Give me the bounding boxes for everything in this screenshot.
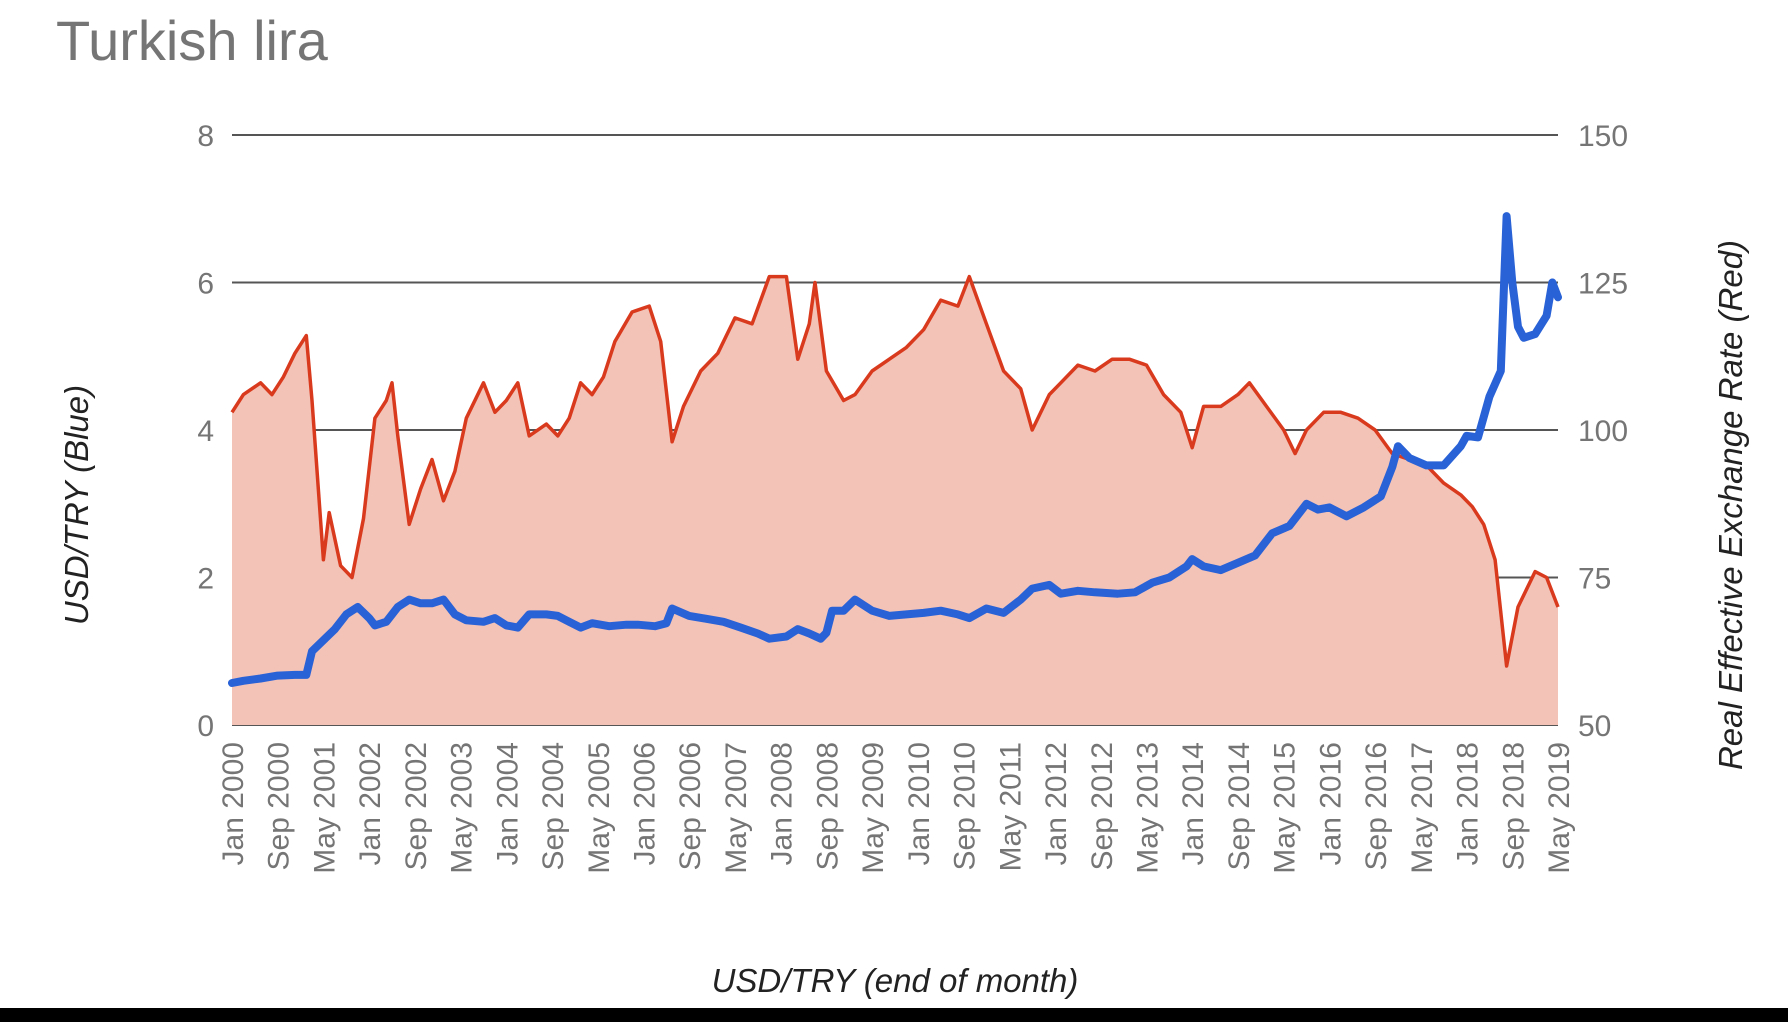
x-tick-label: Jan 2006 (629, 742, 662, 865)
x-tick-label: Sep 2004 (537, 742, 570, 870)
x-tick-label: May 2005 (583, 742, 616, 874)
x-tick-label: Jan 2012 (1040, 742, 1073, 865)
x-tick-label: May 2007 (720, 742, 753, 874)
bottom-border-bar (0, 1008, 1788, 1022)
x-tick-label: May 2015 (1269, 742, 1302, 874)
x-tick-label: May 2019 (1543, 742, 1576, 874)
x-tick-label: Jan 2004 (491, 742, 524, 865)
y-axis-right-title: Real Effective Exchange Rate (Red) (1712, 240, 1749, 770)
x-axis-title: USD/TRY (end of month) (712, 962, 1079, 999)
y-right-tick-label: 50 (1578, 710, 1611, 743)
x-tick-label: Jan 2008 (766, 742, 799, 865)
red-area-fill (232, 276, 1558, 725)
x-tick-label: May 2003 (446, 742, 479, 874)
y-left-tick-label: 6 (197, 268, 214, 301)
right-axis-ticks: 50 75 100 125 150 (1578, 120, 1628, 743)
x-tick-label: Jan 2018 (1452, 742, 1485, 865)
x-tick-label: May 2011 (994, 742, 1027, 872)
x-tick-label: Sep 2002 (400, 742, 433, 870)
y-right-tick-label: 125 (1578, 268, 1628, 301)
y-axis-left-title: USD/TRY (Blue) (58, 385, 95, 625)
x-tick-label: Sep 2018 (1497, 742, 1530, 870)
blue-series-line (228, 212, 1562, 687)
x-tick-label: Sep 2014 (1223, 742, 1256, 870)
y-right-tick-label: 75 (1578, 563, 1611, 596)
x-tick-label: Sep 2016 (1360, 742, 1393, 870)
x-tick-label: Sep 2000 (263, 742, 296, 870)
red-series-layer (230, 274, 1560, 725)
red-series-line (230, 274, 1560, 668)
y-left-tick-label: 2 (197, 563, 214, 596)
left-axis-ticks: 0 2 4 6 8 (197, 120, 214, 743)
x-tick-label: May 2013 (1132, 742, 1165, 874)
x-tick-label: Sep 2010 (949, 742, 982, 870)
y-right-tick-label: 100 (1578, 415, 1628, 448)
x-tick-label: Jan 2016 (1314, 742, 1347, 865)
x-tick-label: Jan 2014 (1177, 742, 1210, 865)
x-axis-ticks: Jan 2000 Sep 2000 May 2001 Jan 2002 Sep 2002… (217, 742, 1576, 874)
x-tick-label: May 2017 (1406, 742, 1439, 874)
x-tick-label: May 2009 (857, 742, 890, 874)
y-left-tick-label: 0 (197, 710, 214, 743)
x-tick-label: Jan 2010 (903, 742, 936, 865)
x-tick-label: May 2001 (308, 742, 341, 874)
x-tick-label: Sep 2008 (811, 742, 844, 870)
x-tick-label: Sep 2006 (674, 742, 707, 870)
x-tick-label: Jan 2000 (217, 742, 250, 865)
blue-series-layer (228, 212, 1562, 687)
x-tick-label: Sep 2012 (1086, 742, 1119, 870)
y-right-tick-label: 150 (1578, 120, 1628, 153)
y-left-tick-label: 4 (197, 415, 214, 448)
y-left-tick-label: 8 (197, 120, 214, 153)
x-tick-label: Jan 2002 (354, 742, 387, 865)
chart-title: Turkish lira (56, 9, 328, 72)
